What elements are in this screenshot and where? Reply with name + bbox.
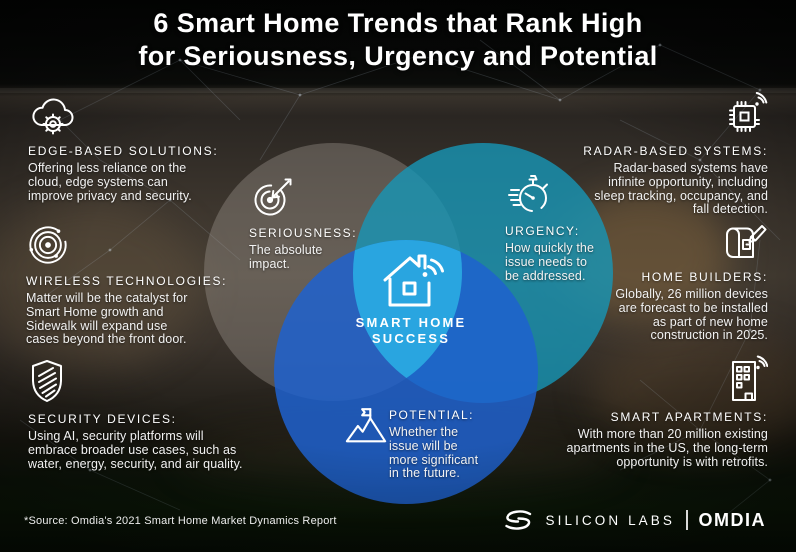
silicon-labs-logo-icon xyxy=(504,510,531,530)
item-body: Globally, 26 million devices are forecas… xyxy=(615,287,768,343)
item-body: Matter will be the catalyst for Smart Ho… xyxy=(26,291,188,347)
background-kitchen-glow xyxy=(0,200,200,370)
center-label-line-2: SUCCESS xyxy=(371,331,451,346)
venn-body: How quickly the issue needs to be addres… xyxy=(505,241,595,283)
item-body: With more than 20 million existing apart… xyxy=(566,427,768,469)
item-heading: SECURITY DEVICES: xyxy=(28,412,177,426)
blueprint-pencil-icon xyxy=(726,225,767,258)
item-heading: HOME BUILDERS: xyxy=(641,270,768,284)
venn-heading: POTENTIAL: xyxy=(389,408,475,422)
smart-apartments-item: SMART APARTMENTS: With more than 20 mill… xyxy=(536,354,768,469)
item-heading: WIRELESS TECHNOLOGIES: xyxy=(26,274,228,288)
smart-apartment-icon xyxy=(732,355,768,401)
item-body: Using AI, security platforms will embrac… xyxy=(28,429,243,471)
logo-divider xyxy=(686,510,688,530)
venn-center-overlap xyxy=(353,240,462,401)
item-body: Offering less reliance on the cloud, edg… xyxy=(28,161,192,203)
venn-heading: SERIOUSNESS: xyxy=(249,226,358,240)
venn-body: Whether the issue will be more significa… xyxy=(389,425,479,481)
urgency-label: URGENCY: How quickly the issue needs to … xyxy=(505,170,635,283)
seriousness-label: SERIOUSNESS: The absolute impact. xyxy=(249,174,379,272)
radar-chip-icon xyxy=(729,92,768,132)
cloud-gear-icon xyxy=(32,98,74,135)
item-heading: SMART APARTMENTS: xyxy=(610,410,768,424)
target-dart-icon xyxy=(254,178,292,216)
silicon-labs-wordmark: SILICON LABS xyxy=(545,512,675,528)
wireless-technologies-item: WIRELESS TECHNOLOGIES: Matter will be th… xyxy=(26,224,227,347)
center-label-line-1: SMART HOME xyxy=(355,315,467,330)
mountain-flag-icon xyxy=(345,408,387,443)
stopwatch-icon xyxy=(508,175,548,212)
item-body: Radar-based systems have infinite opport… xyxy=(594,161,768,217)
edge-based-solutions-item: EDGE-BASED SOLUTIONS: Offering less reli… xyxy=(28,94,218,203)
background-wall-edge xyxy=(0,88,796,93)
potential-label: POTENTIAL: Whether the issue will be mor… xyxy=(389,408,509,481)
page-title: 6 Smart Home Trends that Rank High for S… xyxy=(0,7,796,73)
home-builders-item: HOME BUILDERS: Globally, 26 million devi… xyxy=(568,220,768,343)
title-line-2: for Seriousness, Urgency and Potential xyxy=(138,41,658,71)
omdia-wordmark: OMDIA xyxy=(698,509,766,530)
brand-logos: SILICON LABS OMDIA xyxy=(501,507,767,533)
radar-based-systems-item: RADAR-BASED SYSTEMS: Radar-based systems… xyxy=(568,92,768,217)
item-heading: EDGE-BASED SOLUTIONS: xyxy=(28,144,219,158)
background-couch-glow xyxy=(590,330,796,450)
wireless-orbit-icon xyxy=(29,226,67,264)
venn-heading: URGENCY: xyxy=(505,224,580,238)
security-shield-icon xyxy=(32,360,62,402)
smart-home-success-label: SMART HOME SUCCESS xyxy=(340,241,482,347)
venn-body: The absolute impact. xyxy=(249,243,323,271)
source-note: *Source: Omdia's 2021 Smart Home Market … xyxy=(24,515,337,527)
title-line-1: 6 Smart Home Trends that Rank High xyxy=(153,8,643,38)
smart-home-wifi-icon xyxy=(383,254,444,307)
security-devices-item: SECURITY DEVICES: Using AI, security pla… xyxy=(28,358,246,471)
item-heading: RADAR-BASED SYSTEMS: xyxy=(583,144,768,158)
